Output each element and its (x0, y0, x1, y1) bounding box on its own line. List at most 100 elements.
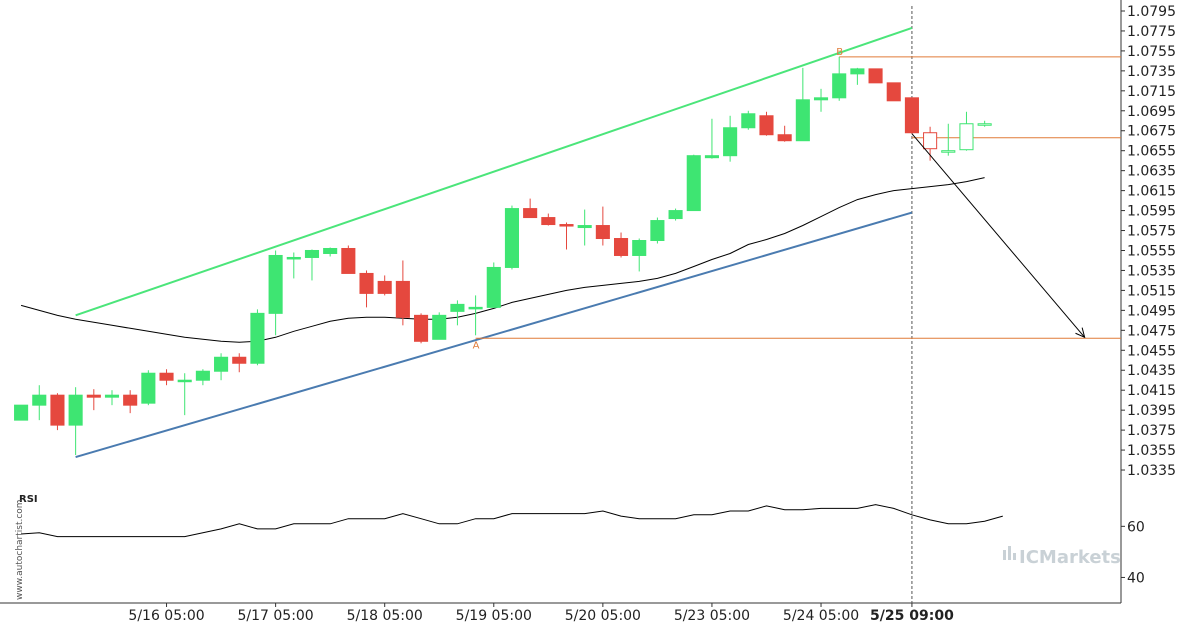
y-tick-label: 1.0755 (1127, 44, 1176, 60)
candle-body (541, 217, 556, 226)
candle-body (650, 220, 665, 242)
candle-body (668, 210, 683, 220)
y-tick-label: 1.0435 (1127, 363, 1176, 379)
candle-body (777, 134, 792, 142)
candle (777, 125, 792, 142)
candle (395, 260, 410, 326)
rsi-tick-label: 60 (1127, 519, 1145, 535)
candle-body (632, 240, 647, 256)
candle (923, 126, 938, 161)
candle (759, 111, 774, 136)
candle (523, 198, 538, 219)
candle (304, 249, 320, 281)
y-tick-label: 1.0455 (1127, 343, 1176, 359)
candle (32, 385, 47, 421)
candle-body (977, 123, 992, 126)
candle-body (795, 99, 810, 142)
candle-body (595, 225, 610, 240)
x-tick-label: 5/20 05:00 (565, 608, 641, 624)
candle (104, 390, 120, 406)
candle-body (14, 404, 29, 421)
candle (541, 213, 556, 226)
candle (613, 232, 629, 258)
y-tick-label: 1.0575 (1127, 224, 1176, 240)
time-axis: 5/16 05:00 5/17 05:00 5/18 05:00 5/19 05:00… (128, 603, 954, 624)
candle (504, 205, 520, 270)
level-label: A (473, 340, 480, 351)
candle (723, 115, 738, 162)
candle (50, 393, 65, 431)
levels-layer: BA (473, 47, 1121, 351)
candle-body (123, 394, 138, 406)
candle (323, 247, 338, 257)
x-tick-label: 5/17 05:00 (237, 608, 313, 624)
candle-body (68, 394, 83, 426)
candle (268, 250, 283, 336)
candle-body (904, 97, 919, 134)
candle-body (559, 224, 574, 227)
candle (832, 56, 847, 101)
x-tick-label: 5/24 05:00 (783, 608, 859, 624)
candle (795, 67, 810, 142)
y-tick-label: 1.0675 (1127, 124, 1176, 140)
candle (486, 262, 501, 308)
axes: 1.0795 1.0775 1.0755 1.0735 1.0715 1.0695 1.06… (0, 0, 1176, 604)
candle (86, 389, 101, 411)
candle-body (159, 372, 174, 381)
candle-body (323, 247, 338, 254)
candle (686, 154, 701, 212)
candle (704, 118, 719, 159)
lower-channel-line (75, 211, 913, 459)
x-tick-label: 5/19 05:00 (456, 608, 532, 624)
candle-body (86, 394, 101, 398)
candle-body (104, 394, 120, 398)
candle (886, 82, 901, 102)
y-tick-label: 1.0415 (1127, 383, 1176, 399)
candle (904, 97, 919, 134)
rsi-tick-label: 40 (1127, 570, 1145, 586)
x-tick-label: 5/23 05:00 (674, 608, 750, 624)
candle-body (486, 266, 501, 308)
candle-body (177, 379, 192, 383)
candle (741, 110, 756, 130)
candle (432, 312, 447, 340)
candle-body (450, 303, 465, 312)
y-tick-label: 1.0335 (1127, 463, 1176, 479)
forecast-arrow-head (1075, 327, 1086, 339)
candle-body (432, 314, 447, 340)
candle-body (832, 73, 847, 99)
candle-body (141, 372, 156, 404)
rsi-panel: RSI 60 40 (19, 494, 1145, 586)
candle (868, 68, 883, 84)
candle (232, 353, 247, 373)
candle-body (268, 254, 283, 314)
candle (341, 245, 356, 274)
candle-body (50, 394, 65, 426)
candle (250, 309, 265, 366)
candle-body (923, 132, 938, 150)
y-tick-label: 1.0555 (1127, 243, 1176, 259)
candle (141, 370, 156, 406)
candle (414, 313, 429, 344)
brand-name: ICMarkets (1019, 547, 1121, 568)
upper-channel-line (75, 27, 913, 317)
candle (813, 88, 829, 112)
candle-body (468, 306, 483, 310)
candle (650, 217, 665, 244)
candle-body (232, 356, 247, 364)
y-tick-label: 1.0635 (1127, 164, 1176, 180)
candle-body (759, 115, 774, 136)
candle-body (395, 280, 410, 318)
rsi-line (21, 504, 1003, 538)
channel-layer (75, 27, 913, 459)
level-label: B (836, 47, 843, 58)
candle-body (304, 249, 320, 258)
candle-body (523, 208, 538, 219)
candle (668, 208, 683, 221)
candles-layer (14, 56, 992, 456)
candle (377, 275, 392, 296)
candle-body (704, 155, 719, 159)
candle-body (868, 68, 883, 84)
y-tick-label: 1.0395 (1127, 403, 1176, 419)
y-tick-label: 1.0375 (1127, 423, 1176, 439)
